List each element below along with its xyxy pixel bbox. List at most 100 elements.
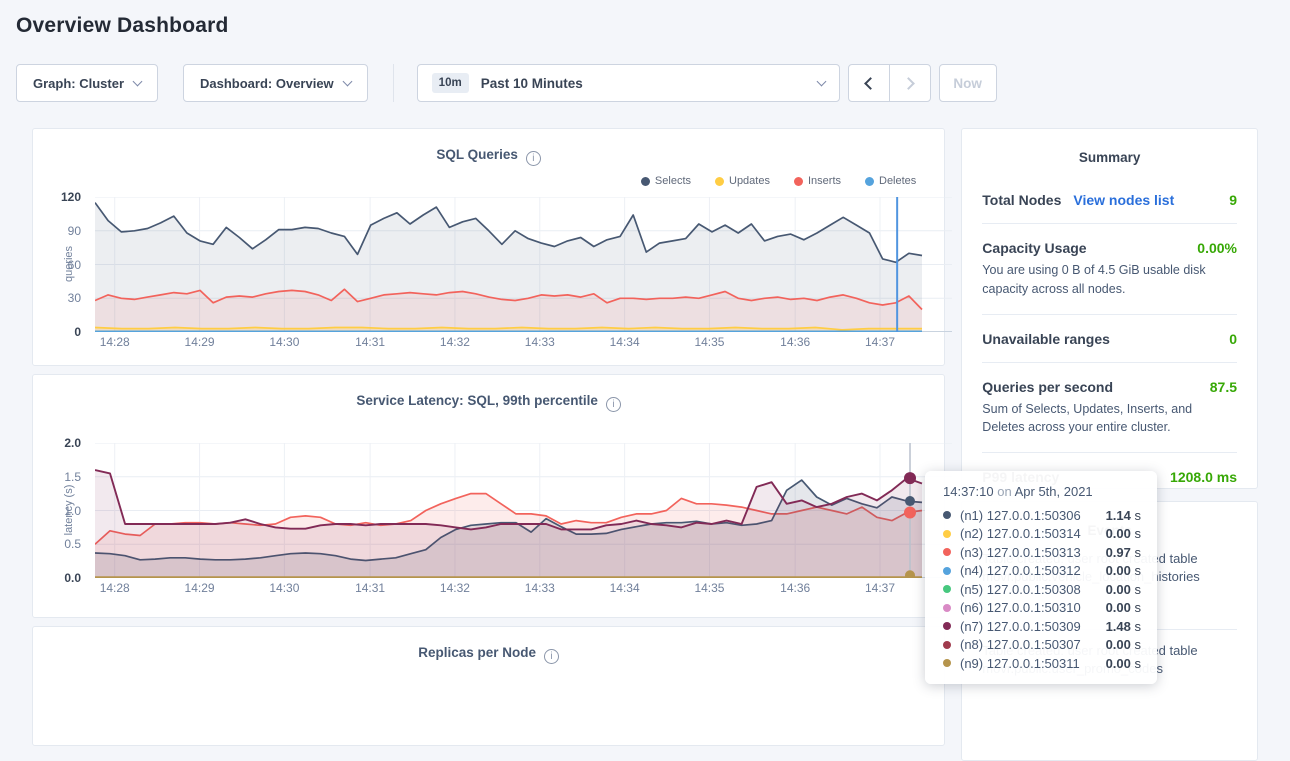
- y-tick-label: 0.0: [33, 571, 81, 585]
- graph-scope-dropdown[interactable]: Graph: Cluster: [16, 64, 158, 102]
- y-tick-label: 0: [33, 325, 81, 339]
- dashboard-select-dropdown[interactable]: Dashboard: Overview: [183, 64, 368, 102]
- legend-dot: [641, 177, 650, 186]
- chevron-left-icon: [864, 77, 877, 90]
- node-address: (n9) 127.0.0.1:50311: [960, 656, 1080, 671]
- x-tick-label: 14:31: [355, 335, 385, 349]
- view-nodes-list-link[interactable]: View nodes list: [1073, 192, 1174, 208]
- capacity-usage-row: Capacity Usage 0.00%: [982, 240, 1237, 256]
- legend-label: Selects: [655, 175, 691, 187]
- node-address: (n7) 127.0.0.1:50309: [960, 619, 1081, 634]
- service-latency-chart[interactable]: [95, 443, 952, 578]
- node-address: (n4) 127.0.0.1:50312: [960, 563, 1081, 578]
- node-latency-value: 1.48 s: [1106, 619, 1145, 634]
- node-address: (n1) 127.0.0.1:50306: [960, 508, 1081, 523]
- time-range-dropdown[interactable]: 10m Past 10 Minutes: [417, 64, 840, 102]
- unavailable-ranges-label: Unavailable ranges: [982, 331, 1110, 347]
- x-tick-label: 14:33: [525, 581, 555, 595]
- total-nodes-value: 9: [1229, 192, 1237, 208]
- now-button[interactable]: Now: [939, 64, 997, 102]
- node-address: (n3) 127.0.0.1:50313: [960, 545, 1081, 560]
- chart-title: Service Latency: SQL, 99th percentile i: [33, 393, 944, 412]
- node-color-dot: [943, 511, 951, 519]
- chevron-down-icon: [816, 76, 826, 86]
- node-color-dot: [943, 659, 951, 667]
- legend-item-selects[interactable]: Selects: [641, 175, 691, 187]
- total-nodes-label: Total Nodes: [982, 192, 1061, 208]
- legend-label: Updates: [729, 175, 770, 187]
- page-title: Overview Dashboard: [16, 14, 1274, 38]
- node-latency-value: 0.00 s: [1106, 582, 1145, 597]
- y-tick-label: 1.0: [33, 504, 81, 518]
- x-tick-label: 14:28: [100, 581, 130, 595]
- time-range-label: Past 10 Minutes: [481, 76, 808, 91]
- graph-scope-label: Graph: Cluster: [33, 76, 124, 91]
- node-address: (n6) 127.0.0.1:50310: [960, 600, 1081, 615]
- tooltip-timestamp: 14:37:10 on Apr 5th, 2021: [943, 484, 1145, 499]
- chart-title-text: Service Latency: SQL, 99th percentile: [356, 393, 598, 408]
- legend-item-deletes[interactable]: Deletes: [865, 175, 916, 187]
- y-tick-label: 120: [33, 190, 81, 204]
- divider: [982, 452, 1237, 453]
- divider: [982, 314, 1237, 315]
- p99-latency-value: 1208.0 ms: [1170, 469, 1237, 485]
- node-latency-value: 0.00 s: [1106, 526, 1145, 541]
- x-tick-label: 14:35: [694, 581, 724, 595]
- time-window-nav: [848, 64, 931, 102]
- service-latency-chart-card: Service Latency: SQL, 99th percentilei l…: [32, 374, 945, 618]
- x-tick-label: 14:33: [525, 335, 555, 349]
- node-latency-value: 0.00 s: [1106, 656, 1145, 671]
- summary-title: Summary: [982, 129, 1237, 165]
- tooltip-node-row: (n8) 127.0.0.1:503070.00 s: [943, 636, 1145, 655]
- info-icon[interactable]: i: [606, 397, 621, 412]
- tooltip-rows: (n1) 127.0.0.1:503061.14 s(n2) 127.0.0.1…: [943, 506, 1145, 673]
- node-latency-value: 0.00 s: [1106, 600, 1145, 615]
- x-tick-label: 14:28: [100, 335, 130, 349]
- node-color-dot: [943, 530, 951, 538]
- tooltip-node-row: (n1) 127.0.0.1:503061.14 s: [943, 506, 1145, 525]
- x-tick-label: 14:37: [865, 581, 895, 595]
- chart-title: Replicas per Node i: [33, 645, 944, 664]
- x-axis-ticks: 14:2814:2914:3014:3114:3214:3314:3414:35…: [95, 581, 952, 597]
- x-tick-label: 14:35: [694, 335, 724, 349]
- dashboard-select-label: Dashboard: Overview: [200, 76, 334, 91]
- tooltip-node-row: (n4) 127.0.0.1:503120.00 s: [943, 562, 1145, 581]
- tooltip-time: 14:37:10: [943, 484, 994, 499]
- chart-title-text: Replicas per Node: [418, 645, 536, 660]
- y-tick-label: 1.5: [33, 470, 81, 484]
- sql-queries-chart-card: SQL Queries i Selects Updates Inserts Delete…: [32, 128, 945, 366]
- chart-title-text: SQL Queries: [436, 147, 518, 162]
- x-tick-label: 14:36: [780, 335, 810, 349]
- tooltip-node-row: (n7) 127.0.0.1:50309 1.48 s: [943, 617, 1145, 636]
- node-address: (n2) 127.0.0.1:50314: [960, 526, 1081, 541]
- chart-legend: Selects Updates Inserts Deletes: [641, 175, 916, 187]
- tooltip-node-row: (n9) 127.0.0.1:50311 0.00 s: [943, 654, 1145, 673]
- x-tick-label: 14:29: [185, 581, 215, 595]
- legend-dot: [715, 177, 724, 186]
- y-tick-label: 90: [33, 224, 81, 238]
- node-color-dot: [943, 622, 951, 630]
- legend-label: Inserts: [808, 175, 841, 187]
- charts-column: SQL Queries i Selects Updates Inserts Delete…: [32, 128, 945, 746]
- x-tick-label: 14:32: [440, 335, 470, 349]
- x-tick-label: 14:34: [610, 581, 640, 595]
- tooltip-node-row: (n3) 127.0.0.1:503130.97 s: [943, 543, 1145, 562]
- capacity-usage-value: 0.00%: [1197, 240, 1237, 256]
- queries-per-second-label: Queries per second: [982, 379, 1113, 395]
- legend-item-updates[interactable]: Updates: [715, 175, 770, 187]
- legend-dot: [794, 177, 803, 186]
- y-tick-label: 60: [33, 258, 81, 272]
- y-tick-label: 0.5: [33, 537, 81, 551]
- info-icon[interactable]: i: [526, 151, 541, 166]
- tooltip-date: Apr 5th, 2021: [1015, 484, 1093, 499]
- sql-queries-chart[interactable]: [95, 197, 952, 332]
- previous-timewindow-button[interactable]: [848, 64, 890, 102]
- x-tick-label: 14:34: [610, 335, 640, 349]
- legend-item-inserts[interactable]: Inserts: [794, 175, 841, 187]
- capacity-usage-description: You are using 0 B of 4.5 GiB usable disk…: [982, 261, 1237, 299]
- next-timewindow-button[interactable]: [889, 64, 931, 102]
- node-address: (n5) 127.0.0.1:50308: [960, 582, 1081, 597]
- node-color-dot: [943, 548, 951, 556]
- node-color-dot: [943, 641, 951, 649]
- info-icon[interactable]: i: [544, 649, 559, 664]
